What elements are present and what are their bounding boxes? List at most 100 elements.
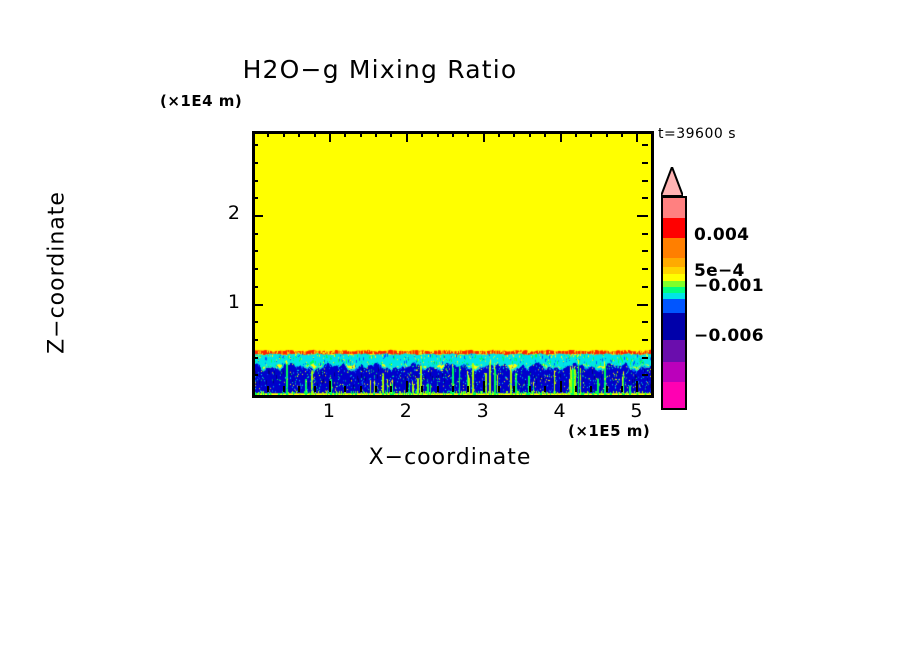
colorbar-band [663, 313, 685, 340]
x-minor-tick [467, 131, 469, 137]
y-minor-tick [252, 250, 258, 252]
colorbar-band [663, 238, 685, 258]
x-minor-tick [390, 131, 392, 137]
x-major-tick [636, 381, 638, 392]
x-minor-tick [267, 386, 269, 392]
x-major-tick [483, 381, 485, 392]
x-axis-unit-label: (×1E5 m) [568, 422, 651, 440]
x-minor-tick [375, 386, 377, 392]
x-minor-tick [375, 131, 377, 137]
y-minor-tick [642, 180, 648, 182]
colorbar-band [663, 198, 685, 218]
colorbar-max-arrow-icon [661, 167, 683, 196]
colorbar-band [663, 218, 685, 238]
x-minor-tick [513, 131, 515, 137]
x-minor-tick [606, 386, 608, 392]
colorbar-tick-label: −0.001 [694, 276, 764, 296]
x-minor-tick [360, 386, 362, 392]
x-minor-tick [621, 131, 623, 137]
x-minor-tick [421, 131, 423, 137]
time-annotation: t=39600 s [658, 126, 736, 142]
x-minor-tick [575, 131, 577, 137]
y-minor-tick [642, 374, 648, 376]
x-minor-tick [452, 386, 454, 392]
x-minor-tick [529, 386, 531, 392]
y-minor-tick [252, 268, 258, 270]
x-minor-tick [498, 386, 500, 392]
x-minor-tick [437, 386, 439, 392]
x-tick-label: 1 [322, 400, 335, 422]
colorbar-band [663, 299, 685, 313]
y-major-tick [637, 304, 648, 306]
colorbar [661, 196, 687, 410]
colorbar-band [663, 287, 685, 293]
colorbar-band [663, 281, 685, 287]
x-minor-tick [298, 131, 300, 137]
colorbar-tick-label: 5e−4 [694, 261, 745, 281]
y-minor-tick [642, 162, 648, 164]
y-minor-tick [642, 339, 648, 341]
x-major-tick [483, 131, 485, 142]
x-minor-tick [283, 386, 285, 392]
x-major-tick [329, 381, 331, 392]
colorbar-band [663, 340, 685, 362]
x-major-tick [560, 381, 562, 392]
y-minor-tick [252, 233, 258, 235]
x-axis-title: X−coordinate [368, 445, 532, 470]
y-tick-label: 2 [227, 202, 240, 225]
y-minor-tick [642, 144, 648, 146]
y-axis-title: Z−coordinate [44, 191, 70, 354]
y-minor-tick [252, 144, 258, 146]
x-minor-tick [513, 386, 515, 392]
colorbar-band [663, 267, 685, 274]
x-minor-tick [452, 131, 454, 137]
y-minor-tick [252, 339, 258, 341]
y-major-tick [252, 215, 263, 217]
x-minor-tick [437, 131, 439, 137]
x-major-tick [406, 131, 408, 142]
x-tick-label: 4 [553, 400, 566, 422]
y-minor-tick [642, 268, 648, 270]
x-major-tick [560, 131, 562, 142]
x-major-tick [329, 131, 331, 142]
colorbar-band [663, 293, 685, 299]
y-minor-tick [252, 180, 258, 182]
x-minor-tick [344, 386, 346, 392]
y-minor-tick [252, 357, 258, 359]
x-major-tick [636, 131, 638, 142]
x-minor-tick [590, 386, 592, 392]
page-title: H2O−g Mixing Ratio [242, 55, 518, 84]
colorbar-band [663, 382, 685, 408]
x-major-tick [406, 381, 408, 392]
field-heatmap [255, 134, 651, 395]
x-minor-tick [621, 386, 623, 392]
x-minor-tick [267, 131, 269, 137]
x-minor-tick [544, 386, 546, 392]
colorbar-tick-label: 0.004 [694, 225, 750, 245]
y-major-tick [637, 215, 648, 217]
y-tick-label: 1 [227, 290, 240, 313]
plot-area [252, 131, 654, 398]
x-minor-tick [344, 131, 346, 137]
x-tick-label: 2 [399, 400, 412, 422]
y-minor-tick [642, 286, 648, 288]
x-tick-label: 3 [476, 400, 489, 422]
x-minor-tick [606, 131, 608, 137]
y-major-tick [252, 304, 263, 306]
y-axis-unit-label: (×1E4 m) [160, 92, 243, 110]
y-minor-tick [252, 162, 258, 164]
y-minor-tick [252, 321, 258, 323]
x-minor-tick [590, 131, 592, 137]
colorbar-band [663, 362, 685, 382]
x-minor-tick [360, 131, 362, 137]
x-minor-tick [298, 386, 300, 392]
x-minor-tick [529, 131, 531, 137]
x-tick-label: 5 [630, 400, 643, 422]
y-minor-tick [252, 197, 258, 199]
x-minor-tick [467, 386, 469, 392]
y-minor-tick [642, 233, 648, 235]
x-minor-tick [390, 386, 392, 392]
y-minor-tick [252, 286, 258, 288]
x-minor-tick [283, 131, 285, 137]
